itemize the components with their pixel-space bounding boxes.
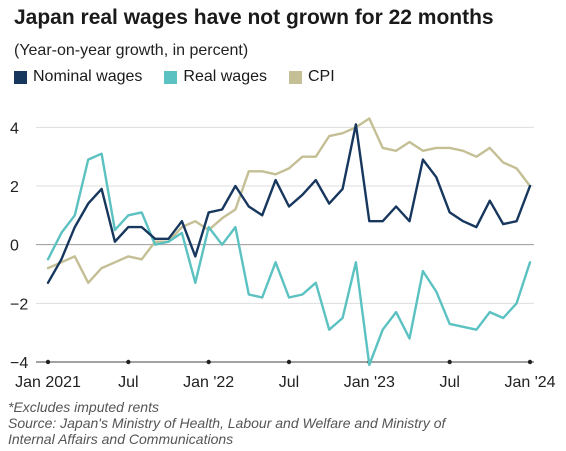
series-line-cpi (46, 117, 532, 285)
x-tick-label: Jul (439, 374, 459, 391)
x-tick-mark (286, 359, 292, 365)
legend-swatch-nominal (14, 70, 27, 84)
y-tick-label: 2 (10, 179, 19, 196)
series-line-real-wages (46, 152, 532, 367)
x-tick-label: Jul (279, 374, 299, 391)
x-tick-mark (447, 359, 452, 365)
legend-item-nominal: Nominal wages (14, 68, 142, 86)
legend-label-nominal: Nominal wages (33, 68, 143, 85)
legend-label-real: Real wages (183, 68, 267, 85)
legend-label-cpi: CPI (308, 68, 335, 85)
legend-swatch-real (164, 70, 178, 84)
chart-notes: *Excludes imputed rents Source: Japan's … (8, 399, 445, 447)
x-tick-mark (206, 359, 211, 365)
series-line-nominal-wages (46, 123, 532, 285)
y-tick-label: 0 (10, 238, 19, 255)
x-tick-label: Jan 2021 (15, 374, 81, 391)
y-tick-label: −2 (10, 296, 28, 313)
x-tick-label: Jul (118, 374, 138, 391)
footnote: *Excludes imputed rents (8, 399, 159, 415)
chart-title: Japan real wages have not grown for 22 m… (14, 6, 494, 29)
source-line-2: Internal Affairs and Communications (8, 431, 234, 447)
line-chart: 4 2 0 −2 −4 Jan 2021 Jul Jan '22 Jul Jan '23 Jul Ja… (10, 117, 556, 391)
legend-item-cpi: CPI (289, 68, 335, 86)
x-tick-label: Jan '23 (344, 374, 395, 391)
x-tick-label: Jan '24 (504, 374, 555, 391)
x-tick-label: Jan '22 (183, 374, 234, 391)
legend-item-real: Real wages (164, 68, 267, 86)
x-tick-mark (527, 359, 533, 365)
chart-legend: Nominal wages Real wages CPI (14, 68, 335, 86)
source-line-1: Source: Japan's Ministry of Health, Labo… (8, 415, 446, 431)
y-tick-label: 4 (10, 120, 19, 137)
x-tick-mark (126, 359, 131, 365)
y-tick-label: −4 (10, 355, 28, 372)
x-tick-mark (45, 359, 51, 365)
chart-subtitle: (Year-on-year growth, in percent) (14, 42, 249, 59)
legend-swatch-cpi (289, 70, 302, 84)
